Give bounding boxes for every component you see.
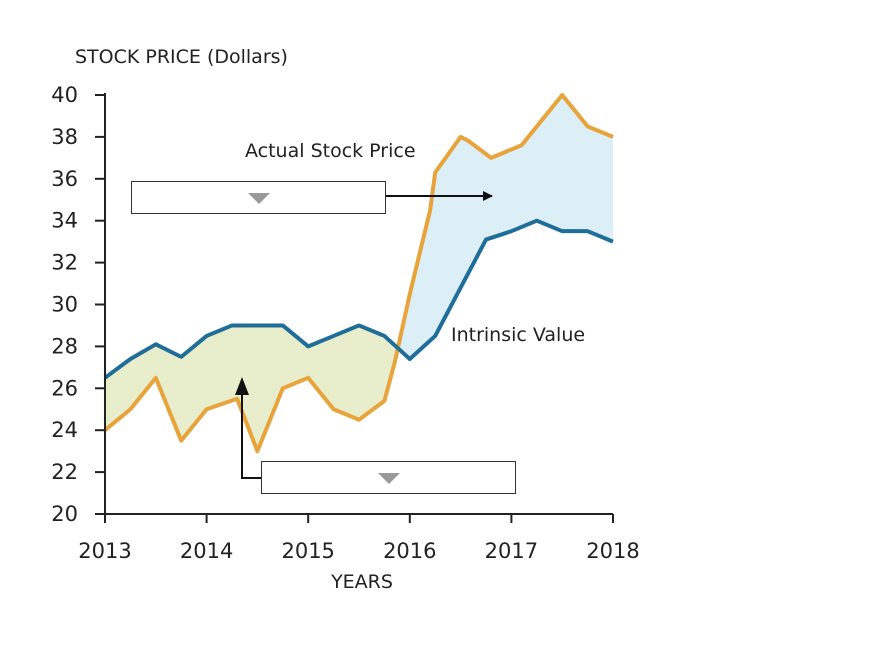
overvalued-region bbox=[397, 95, 613, 359]
chevron-down-icon bbox=[377, 473, 400, 484]
dropdown-overvalued-region[interactable] bbox=[131, 181, 386, 214]
annotation-actual-stock-price: Actual Stock Price bbox=[245, 140, 416, 162]
y-tick-label: 24 bbox=[51, 418, 78, 442]
x-tick-label: 2014 bbox=[180, 539, 233, 563]
series-line-actual-stock-price bbox=[103, 93, 614, 454]
x-tick-label: 2015 bbox=[281, 539, 334, 563]
y-tick-label: 38 bbox=[51, 125, 78, 149]
y-tick-label: 36 bbox=[51, 167, 78, 191]
annotation-intrinsic-value: Intrinsic Value bbox=[451, 324, 585, 346]
y-tick-label: 32 bbox=[51, 251, 78, 275]
dropdown-undervalued-region[interactable] bbox=[261, 461, 516, 494]
y-ticks: 20 22 24 26 28 30 32 34 36 38 40 bbox=[51, 83, 105, 526]
y-tick-label: 22 bbox=[51, 460, 78, 484]
pointer-arrowhead-up bbox=[235, 377, 249, 395]
x-tick-label: 2013 bbox=[78, 539, 131, 563]
series-lines bbox=[103, 93, 614, 454]
x-ticks: 2013 2014 2015 2016 2017 2018 bbox=[78, 514, 640, 563]
y-axis-title: STOCK PRICE (Dollars) bbox=[75, 46, 288, 68]
chevron-down-icon bbox=[247, 193, 270, 204]
x-tick-label: 2017 bbox=[485, 539, 538, 563]
x-tick-label: 2016 bbox=[383, 539, 436, 563]
y-tick-label: 34 bbox=[51, 209, 78, 233]
y-tick-label: 20 bbox=[51, 502, 78, 526]
y-tick-label: 28 bbox=[51, 334, 78, 358]
y-tick-label: 40 bbox=[51, 83, 78, 107]
x-tick-label: 2018 bbox=[586, 539, 639, 563]
x-axis-title: YEARS bbox=[330, 571, 393, 593]
y-tick-label: 30 bbox=[51, 293, 78, 317]
pointer-arrow-up bbox=[241, 380, 262, 479]
series-line-intrinsic-value bbox=[103, 218, 614, 380]
y-tick-label: 26 bbox=[51, 376, 78, 400]
